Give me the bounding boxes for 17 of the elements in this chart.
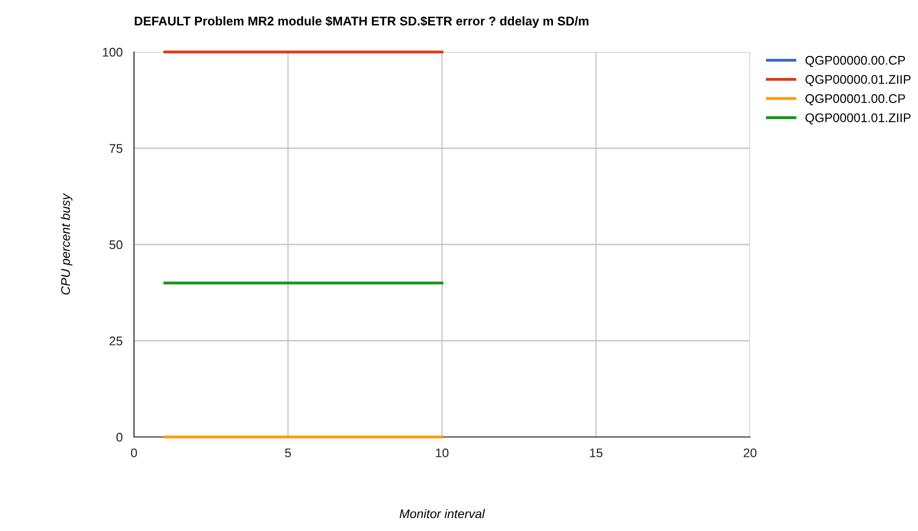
y-tick-label: 0 — [116, 432, 122, 442]
chart-title: DEFAULT Problem MR2 module $MATH ETR SD.$ETR error ? ddelay m SD/m — [134, 16, 588, 28]
x-tick-label: 15 — [590, 448, 602, 458]
x-axis-title: Monitor interval — [400, 508, 486, 518]
y-axis-title: CPU percent busy — [60, 193, 72, 295]
legend-label: QGP00001.01.ZIIP — [806, 113, 911, 124]
legend-label: QGP00001.00.CP — [806, 94, 906, 106]
legend-label: QGP00000.01.ZIIP — [806, 75, 911, 86]
x-tick-label: 10 — [436, 448, 448, 458]
x-tick-label: 5 — [285, 448, 291, 458]
x-tick-label: 0 — [131, 448, 137, 458]
y-tick-label: 25 — [110, 336, 122, 346]
y-tick-label: 100 — [102, 48, 122, 57]
x-tick-label: 20 — [744, 448, 756, 458]
y-tick-label: 50 — [109, 240, 122, 250]
y-tick-label: 75 — [110, 144, 122, 153]
legend-label: QGP00000.00.CP — [806, 56, 906, 67]
